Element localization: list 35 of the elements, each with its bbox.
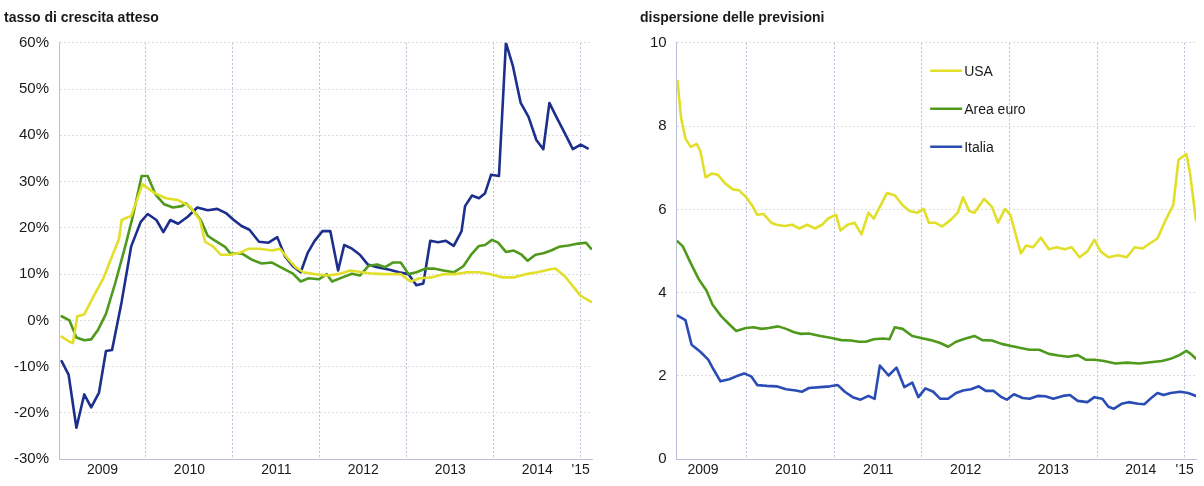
y-tick-label: 10% <box>18 264 50 282</box>
y-tick-label: -10% <box>13 356 50 374</box>
x-tick-label: '15 <box>571 461 591 478</box>
x-tick-label: '15 <box>1175 461 1194 478</box>
legend-label: USA <box>964 62 994 79</box>
y-tick-label: 6 <box>658 199 667 217</box>
x-tick-label: 2010 <box>173 461 206 478</box>
legend-label: Area euro <box>964 100 1026 117</box>
y-tick-label: -20% <box>13 403 50 421</box>
x-tick-label: 2013 <box>1037 461 1070 478</box>
x-tick-label: 2012 <box>347 461 380 478</box>
y-tick-label: 10 <box>650 32 667 50</box>
x-tick-label: 2013 <box>434 461 467 478</box>
y-tick-label: 40% <box>18 125 50 143</box>
chart-title: tasso di crescita atteso <box>4 9 159 26</box>
y-tick-label: 0% <box>27 310 50 328</box>
y-tick-label: 20% <box>18 218 50 236</box>
x-tick-label: 2011 <box>863 461 894 478</box>
legend-label: Italia <box>964 138 994 155</box>
y-tick-label: 4 <box>658 282 667 300</box>
x-tick-label: 2010 <box>774 461 807 478</box>
x-tick-label: 2014 <box>1125 461 1157 478</box>
x-tick-label: 2011 <box>261 461 292 478</box>
y-tick-label: 2 <box>658 366 667 384</box>
y-tick-label: 0 <box>658 449 667 467</box>
y-tick-label: 60% <box>18 32 50 50</box>
chart-title: dispersione delle previsioni <box>640 9 825 26</box>
y-tick-label: 50% <box>18 79 50 97</box>
x-tick-label: 2014 <box>521 461 553 478</box>
y-tick-label: 8 <box>658 116 667 134</box>
x-tick-label: 2012 <box>950 461 982 478</box>
y-tick-label: 30% <box>18 171 50 189</box>
y-tick-label: -30% <box>13 449 50 467</box>
x-tick-label: 2009 <box>687 461 719 478</box>
x-tick-label: 2009 <box>86 461 119 478</box>
